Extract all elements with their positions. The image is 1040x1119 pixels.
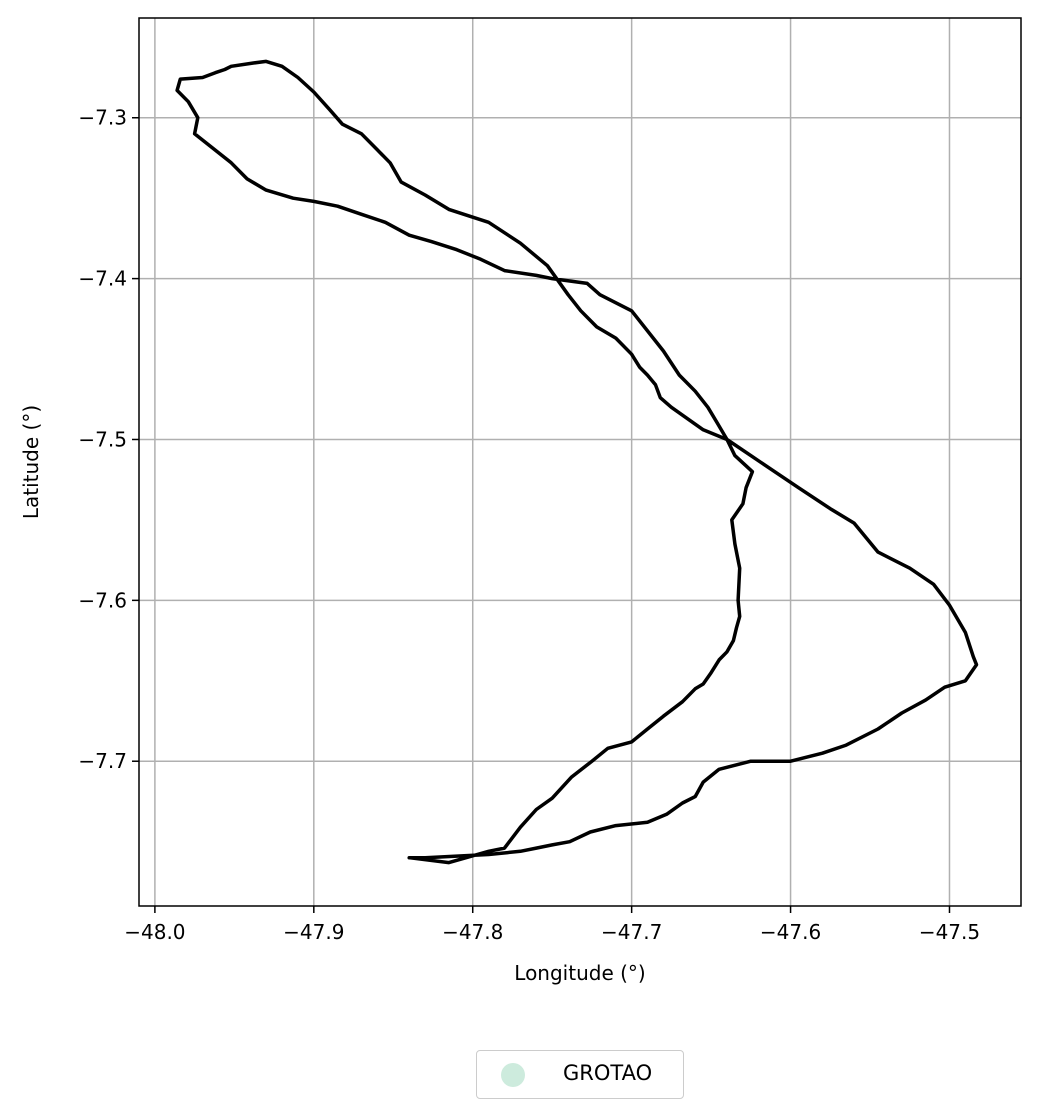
x-tick-label: −47.8	[442, 920, 503, 944]
y-tick-label: −7.5	[78, 427, 127, 451]
plot-area	[138, 17, 1022, 907]
y-tick-label: −7.6	[78, 588, 127, 612]
plot-background	[139, 18, 1021, 906]
gridlines	[139, 18, 1021, 906]
legend-label: GROTAO	[563, 1061, 653, 1085]
plot-frame	[138, 17, 1022, 907]
legend: GROTAO	[476, 1050, 684, 1099]
grotao-boundary-outline	[175, 59, 979, 865]
y-tick-label: −7.4	[78, 267, 127, 291]
y-axis-ticks: −7.3 −7.4 −7.5 −7.6 −7.7	[78, 106, 139, 773]
x-tick-label: −48.0	[124, 920, 185, 944]
x-axis-label: Longitude (°)	[514, 961, 645, 985]
x-tick-label: −47.5	[919, 920, 980, 944]
x-tick-label: −47.9	[283, 920, 344, 944]
legend-marker-circle	[501, 1063, 525, 1087]
y-axis-label: Latitude (°)	[19, 405, 43, 519]
y-tick-label: −7.7	[78, 749, 127, 773]
x-tick-label: −47.7	[601, 920, 662, 944]
x-tick-label: −47.6	[760, 920, 821, 944]
map-figure: −48.0 −47.9 −47.8 −47.7 −47.6 −47.5 −7.3−7.4−…	[19, 17, 1022, 985]
y-tick-label: −7.3	[78, 106, 127, 130]
x-axis-ticks: −48.0 −47.9 −47.8 −47.7 −47.6 −47.5	[124, 906, 980, 944]
